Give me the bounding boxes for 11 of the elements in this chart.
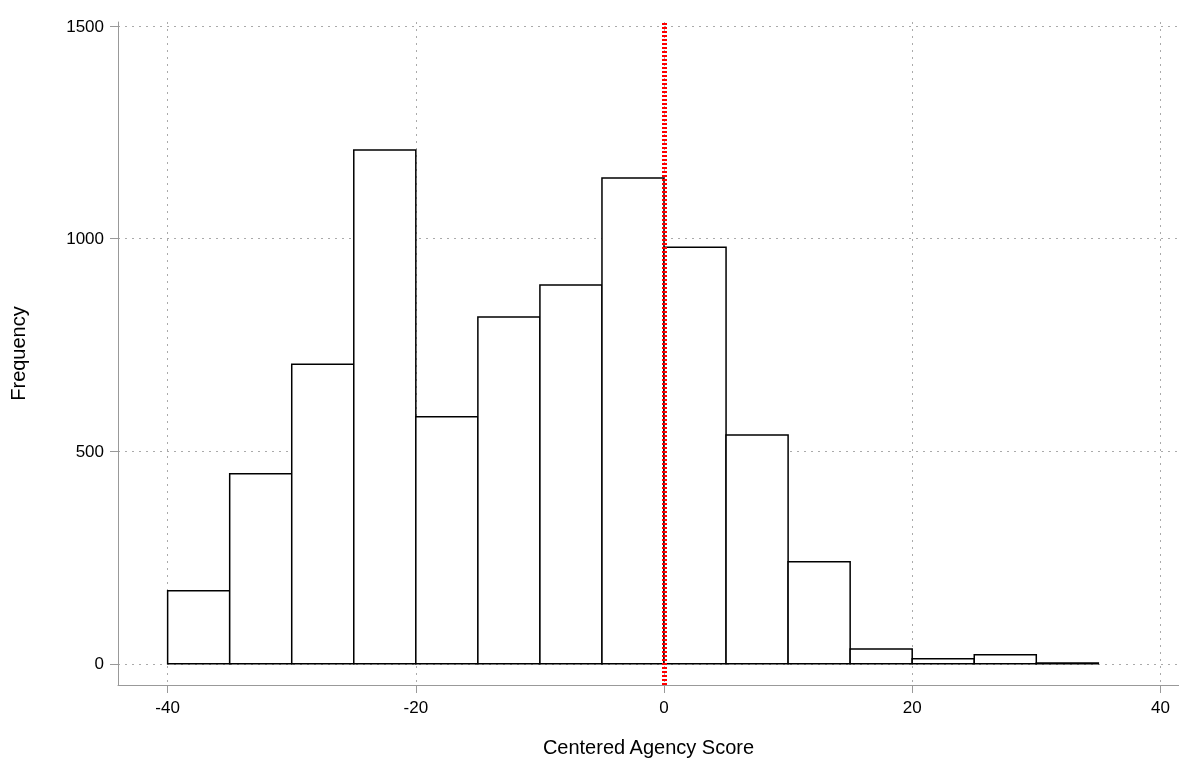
y-axis-title: Frequency: [7, 306, 29, 401]
y-tick-label: 1500: [66, 16, 104, 36]
x-tick-label: 40: [1150, 698, 1170, 717]
x-axis-title: Centered Agency Score: [542, 736, 755, 758]
x-tick-label: 20: [902, 698, 922, 717]
y-tick-label: 1000: [66, 229, 104, 249]
y-tick-label: 500: [75, 441, 104, 461]
x-tick-label: -20: [403, 698, 429, 717]
x-tick-label: 0: [659, 698, 669, 717]
x-tick-label: -40: [155, 698, 180, 717]
y-tick-label: 0: [94, 654, 104, 674]
